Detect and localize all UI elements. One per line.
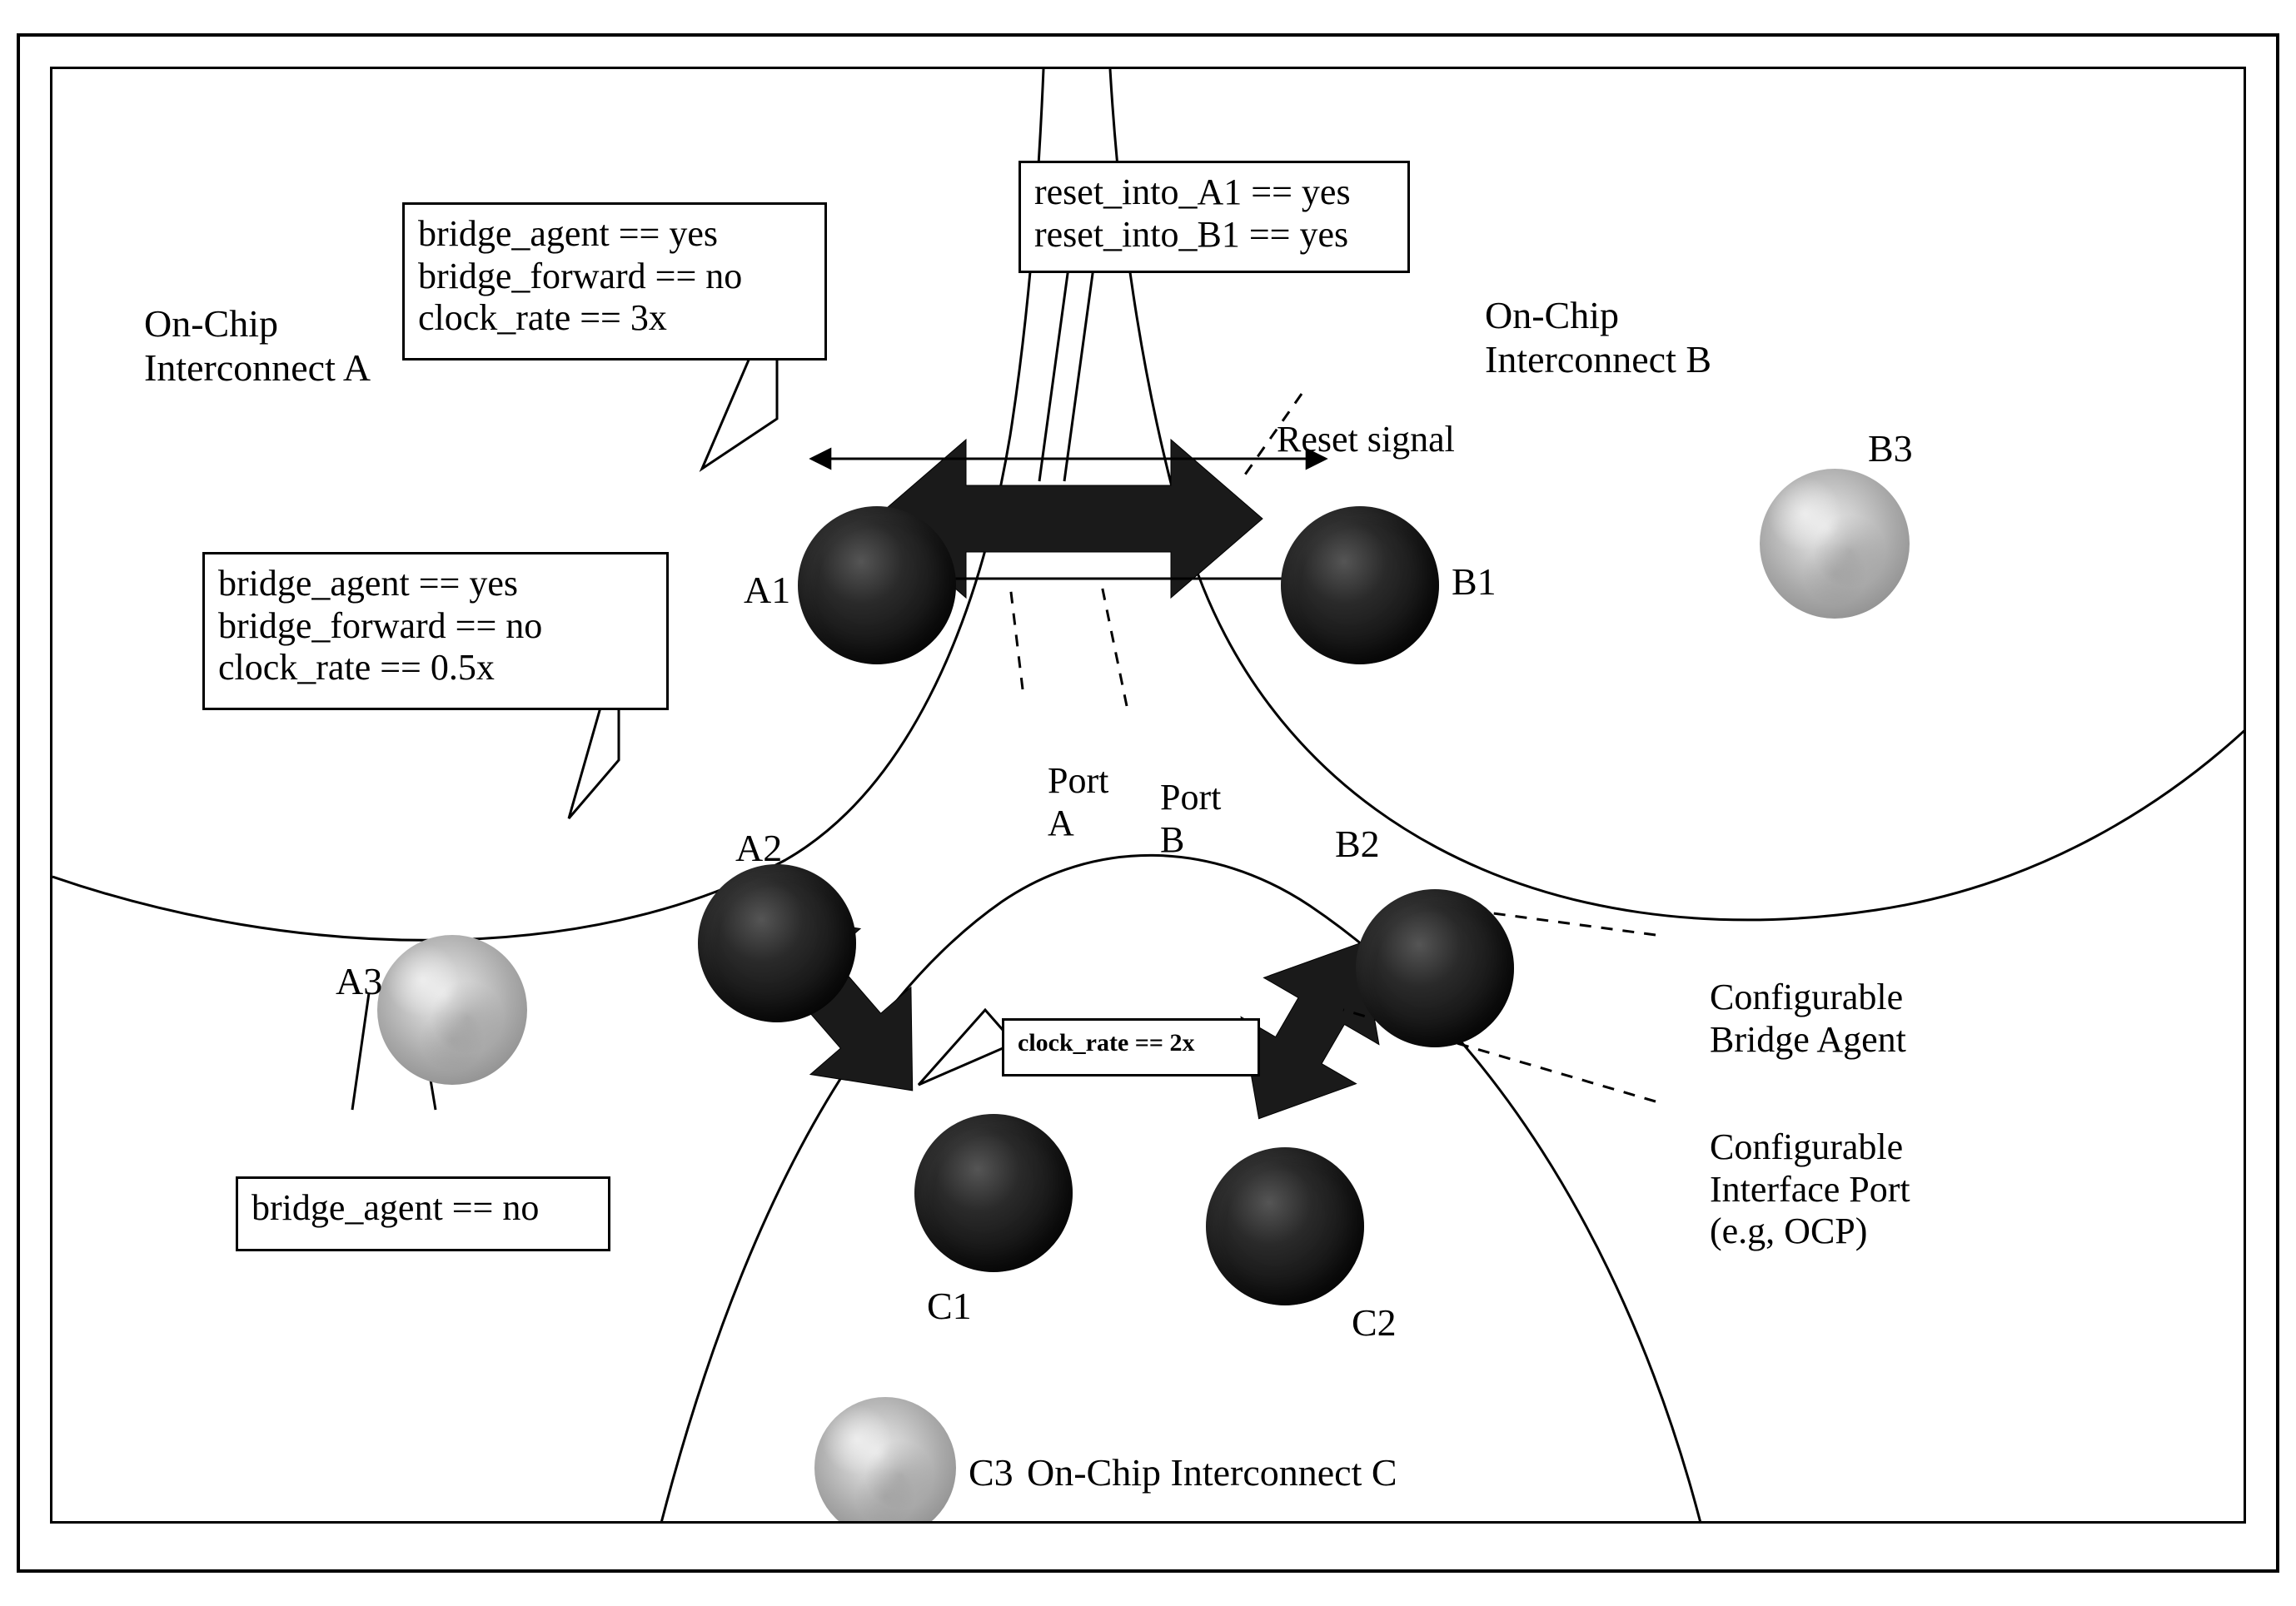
node-b3-label: B3 [1868, 427, 1913, 471]
svg-overlay [52, 69, 2246, 1524]
callout-reset-props: reset_into_A1 == yes reset_into_B1 == ye… [1019, 161, 1410, 273]
node-c2 [1206, 1147, 1364, 1305]
node-c1-label: C1 [927, 1285, 972, 1329]
node-a3 [377, 935, 527, 1085]
region-b-label: On-Chip Interconnect B [1485, 294, 1711, 382]
node-a1-label: A1 [744, 569, 790, 613]
interface-port-annotation: Configurable Interface Port (e.g, OCP) [1710, 1126, 1910, 1253]
node-c3-label: C3 [969, 1451, 1014, 1495]
bridge-agent-annotation: Configurable Bridge Agent [1710, 977, 1906, 1061]
node-a1 [798, 506, 956, 664]
node-b2 [1356, 889, 1514, 1047]
reset-signal-annotation: Reset signal [1277, 419, 1455, 461]
port-a-annotation: Port A [1048, 760, 1108, 844]
diagram-stage: On-Chip Interconnect A On-Chip Interconn… [0, 0, 2296, 1606]
callout-a3-props: bridge_agent == no [236, 1176, 610, 1251]
callout-a2-props: bridge_agent == yes bridge_forward == no… [202, 552, 669, 710]
inner-frame: On-Chip Interconnect A On-Chip Interconn… [50, 67, 2246, 1524]
node-b1-label: B1 [1452, 560, 1497, 604]
callout-c1-props: clock_rate == 2x [1002, 1018, 1260, 1076]
callout-a1-props: bridge_agent == yes bridge_forward == no… [402, 202, 827, 360]
node-b2-label: B2 [1335, 823, 1380, 867]
node-b1 [1281, 506, 1439, 664]
node-a2 [698, 864, 856, 1022]
region-c-label: On-Chip Interconnect C [1027, 1451, 1397, 1495]
node-b3 [1760, 469, 1910, 619]
node-c2-label: C2 [1352, 1301, 1397, 1345]
port-b-annotation: Port B [1160, 777, 1221, 861]
node-a3-label: A3 [336, 960, 382, 1004]
region-a-label: On-Chip Interconnect A [144, 302, 371, 390]
node-a2-label: A2 [735, 827, 782, 871]
node-c1 [914, 1114, 1073, 1272]
